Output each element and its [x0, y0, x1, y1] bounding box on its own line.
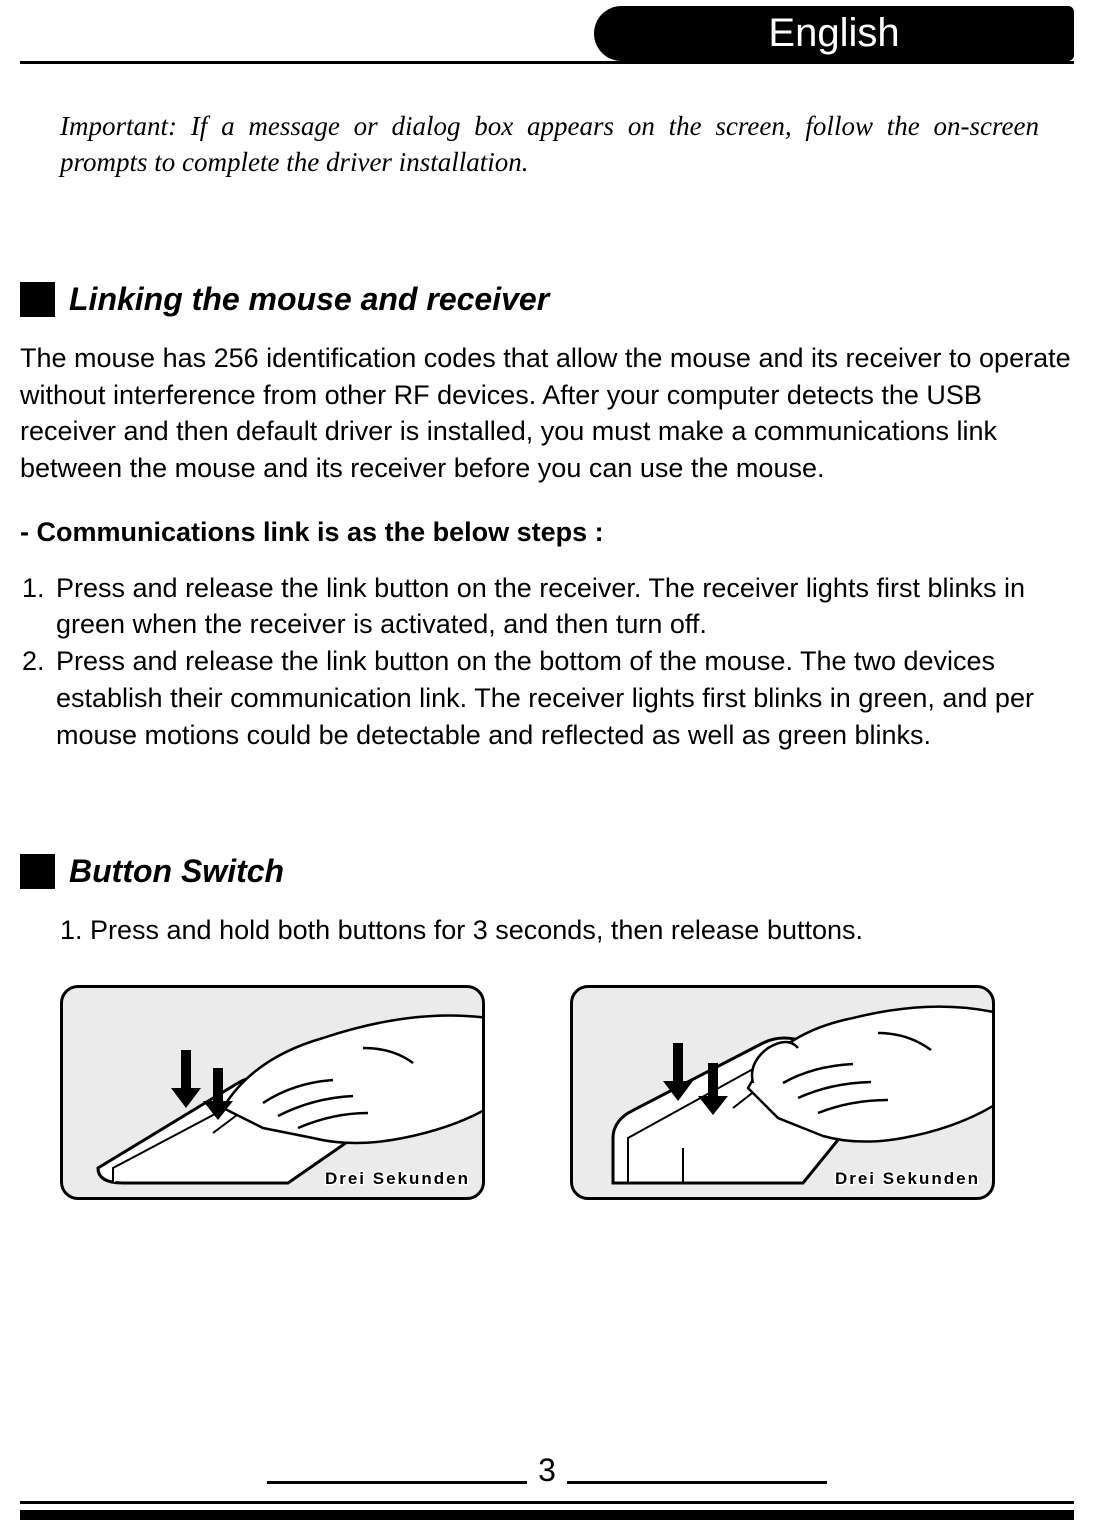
figure-caption: Drei Sekunden: [325, 1169, 470, 1189]
section-heading-button-switch: Button Switch: [20, 853, 1074, 890]
section-bullet-icon: [20, 282, 55, 317]
footer-rule: [20, 1501, 1074, 1504]
section1-subheading: - Communications link is as the below st…: [20, 517, 1074, 548]
footer: 3: [20, 1481, 1074, 1504]
figure-caption: Drei Sekunden: [835, 1169, 980, 1189]
section-title-button-switch: Button Switch: [69, 853, 284, 890]
figures-row: Drei Sekunden: [20, 985, 1074, 1200]
figure-left: Drei Sekunden: [60, 985, 485, 1200]
section1-steps: Press and release the link button on the…: [20, 570, 1074, 754]
section-heading-linking: Linking the mouse and receiver: [20, 281, 1074, 318]
section1-body: The mouse has 256 identification codes t…: [20, 340, 1074, 487]
figure-right: Drei Sekunden: [570, 985, 995, 1200]
section-title-linking: Linking the mouse and receiver: [69, 281, 549, 318]
footer-black-bar: [20, 1510, 1074, 1520]
language-label: English: [768, 11, 899, 56]
section-bullet-icon: [20, 854, 55, 889]
list-item: Press and release the link button on the…: [52, 643, 1074, 753]
language-tab: English: [594, 6, 1074, 61]
list-item: Press and hold both buttons for 3 second…: [90, 912, 1074, 949]
header-rule: [20, 61, 1074, 64]
section2-steps: Press and hold both buttons for 3 second…: [20, 912, 1074, 949]
important-note: Important: If a message or dialog box ap…: [20, 108, 1074, 181]
page-number: 3: [527, 1452, 567, 1489]
list-item: Press and release the link button on the…: [52, 570, 1074, 643]
